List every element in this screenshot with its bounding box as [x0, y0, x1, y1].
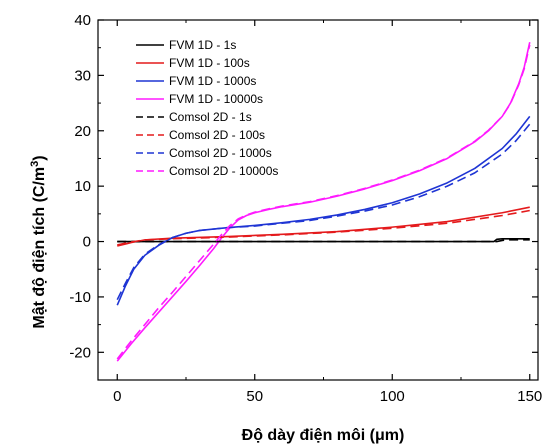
y-tick-label: 10	[74, 178, 91, 195]
y-axis-ticks: -20 -10 0 10 20 30 40	[69, 12, 538, 381]
legend-label-1: FVM 1D - 1s	[169, 38, 236, 52]
x-tick-label: 50	[246, 388, 263, 405]
x-axis-ticks: 0 50 100 150	[113, 20, 542, 405]
legend-label-7: Comsol 2D - 1000s	[169, 146, 272, 160]
y-tick-label: 30	[74, 67, 91, 84]
x-tick-label: 0	[113, 388, 121, 405]
series-line-5	[117, 239, 530, 243]
y-axis-title-close: )	[31, 155, 48, 160]
legend-label-3: FVM 1D - 1000s	[169, 74, 256, 88]
legend-label-5: Comsol 2D - 1s	[169, 110, 252, 124]
legend-label-6: Comsol 2D - 100s	[169, 128, 265, 142]
series-line-2	[117, 206, 530, 247]
y-tick-label: -10	[69, 289, 91, 306]
series-line-8	[116, 44, 531, 360]
legend-label-4: FVM 1D - 10000s	[169, 92, 263, 106]
y-tick-label: -20	[69, 344, 91, 361]
y-axis-title-main: Mật độ điện tích (C/m	[31, 167, 48, 329]
legend-label-2: FVM 1D - 100s	[169, 56, 250, 70]
y-tick-label: 40	[74, 12, 91, 29]
series-line-6	[117, 209, 530, 246]
legend-label-8: Comsol 2D - 10000s	[169, 164, 278, 178]
plot-frame	[97, 19, 539, 381]
y-axis-title: Mật độ điện tích (C/m3)	[29, 155, 48, 328]
legend: FVM 1D - 1s FVM 1D - 100s FVM 1D - 1000s FV…	[136, 38, 278, 178]
plot-series	[116, 41, 531, 362]
y-tick-label: 0	[83, 234, 91, 251]
x-tick-label: 150	[517, 388, 542, 405]
x-tick-label: 100	[380, 388, 405, 405]
plot-border	[97, 19, 539, 381]
x-axis-title: Độ dày điện môi (μm)	[242, 427, 405, 444]
y-axis-title-superscript: 3	[29, 161, 41, 167]
series-line-7	[116, 123, 531, 301]
y-tick-label: 20	[74, 123, 91, 140]
series-line-4	[116, 41, 531, 362]
